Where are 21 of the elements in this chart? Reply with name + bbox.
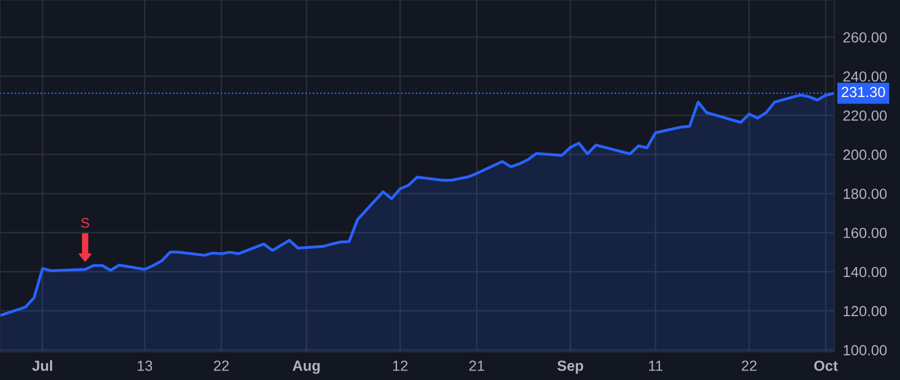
x-tick-label: Oct	[814, 360, 838, 371]
y-tick-label: 200.00	[843, 150, 887, 160]
ref-line-label: 231.30	[842, 86, 886, 98]
y-tick-label: 120.00	[844, 306, 887, 316]
x-tick-label: Jul	[32, 360, 52, 371]
x-tick-label: 13	[138, 360, 152, 371]
y-tick-label: 240.00	[843, 71, 887, 82]
x-tick-label: 11	[649, 360, 662, 371]
y-tick-label: 180.00	[844, 188, 887, 199]
y-tick-label: 220.00	[843, 110, 887, 121]
x-tick-label: 22	[214, 360, 229, 371]
x-tick-label: Sep	[557, 360, 584, 374]
annotation: S	[81, 218, 90, 228]
y-tick-label: 140.00	[844, 266, 887, 278]
x-tick-label: Aug	[292, 360, 320, 374]
x-tick-label: 12	[393, 360, 408, 371]
y-tick-label: 160.00	[844, 228, 887, 238]
x-tick-label: 21	[469, 360, 484, 371]
y-tick-label: 100.00	[844, 345, 887, 356]
y-tick-label: 260.00	[843, 32, 887, 43]
x-tick-label: 22	[742, 360, 757, 371]
